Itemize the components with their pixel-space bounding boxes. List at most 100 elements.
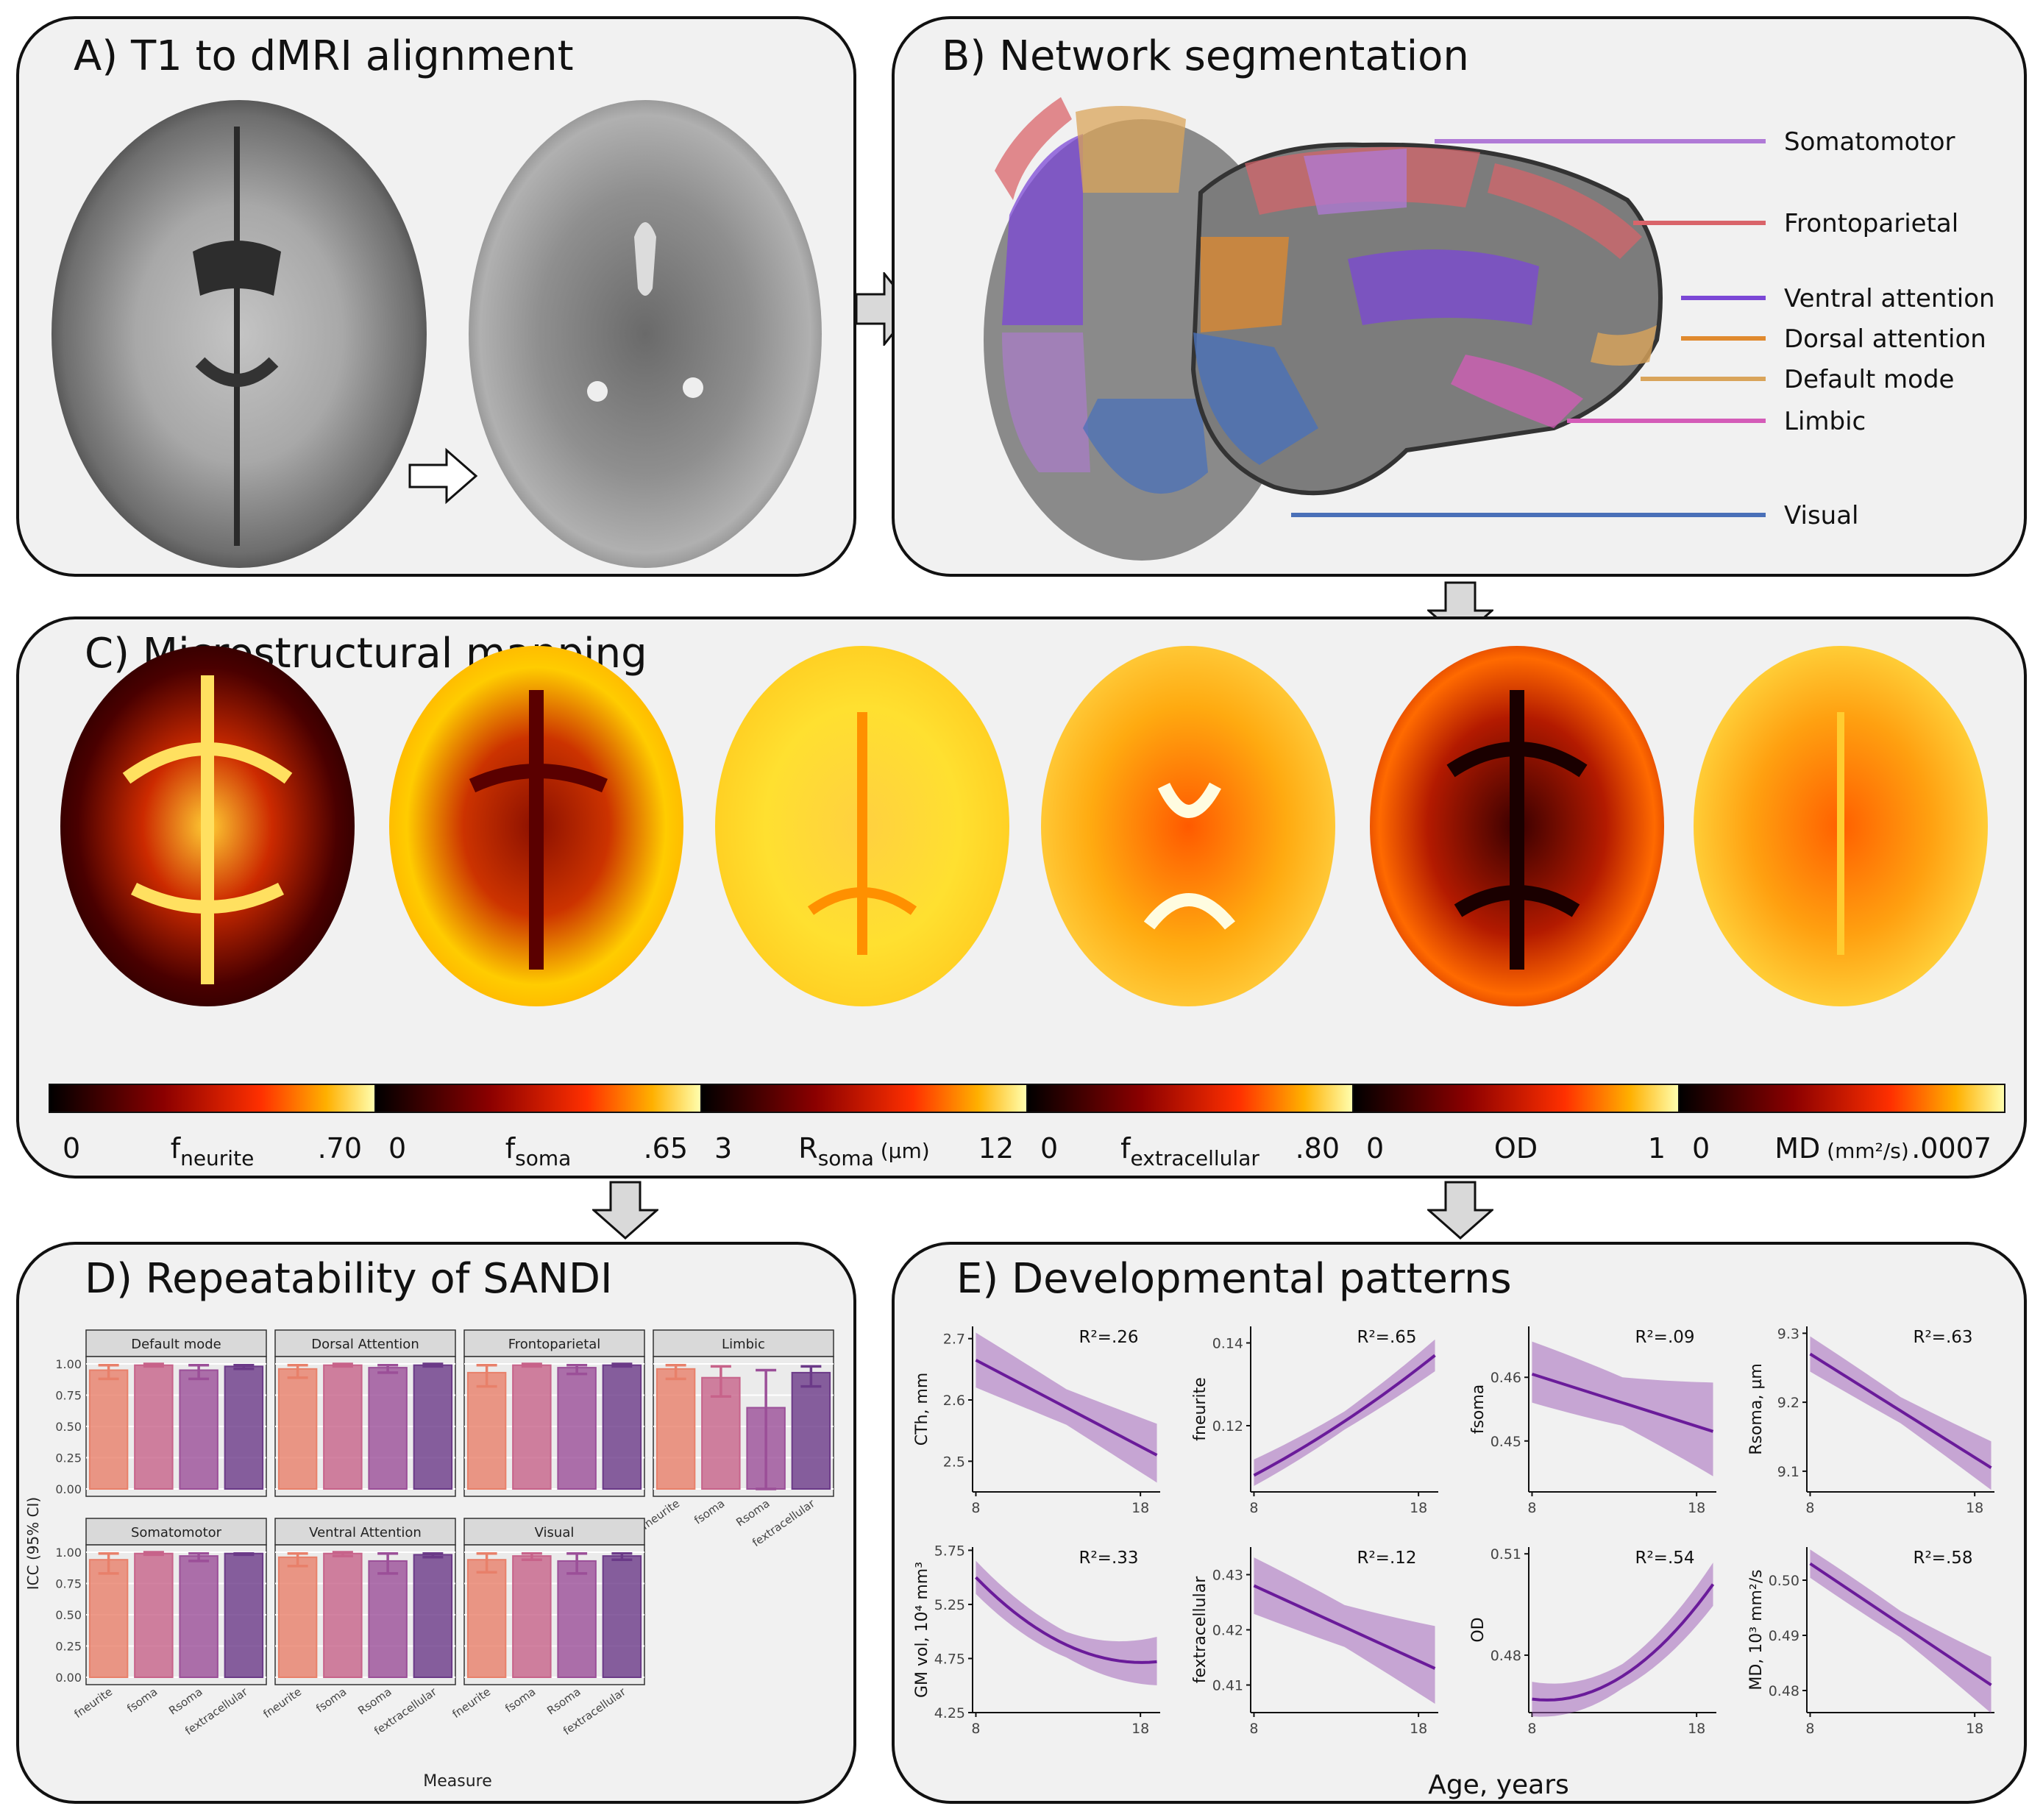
dev-ytick: 5.25	[934, 1597, 965, 1613]
dev-fit-line-6	[1532, 1583, 1715, 1702]
icc-xlabel: Measure	[423, 1772, 492, 1791]
icc-xtick: fsoma	[124, 1685, 160, 1716]
icc-bar	[602, 1555, 642, 1678]
legend-label-3: Dorsal attention	[1784, 324, 1986, 354]
dev-ytick: 4.25	[934, 1705, 965, 1721]
icc-ytick: 0.00	[55, 1671, 82, 1685]
dev-xtick: 8	[971, 1721, 980, 1737]
icc-bar	[88, 1369, 129, 1490]
arrow-c-to-e-icon	[1427, 1181, 1493, 1240]
colorbar-max-5: .0007	[1911, 1132, 1992, 1165]
dev-ytick: 0.46	[1490, 1370, 1521, 1386]
dev-xtick: 18	[1966, 1721, 1983, 1737]
colorbar-min-5: 0	[1692, 1132, 1710, 1165]
colorbar-min-4: 0	[1366, 1132, 1384, 1165]
colorbar-sub-1: soma	[515, 1146, 571, 1170]
icc-xtick: Rsoma	[733, 1497, 772, 1529]
colorbar-label-3: fextracellular	[1120, 1132, 1259, 1170]
legend-label-2: Ventral attention	[1784, 284, 1995, 313]
colorbar-min-1: 0	[388, 1132, 406, 1165]
icc-xtick: fneurite	[260, 1685, 304, 1721]
md-map	[1694, 646, 1988, 1006]
dev-xtick: 8	[1527, 1500, 1536, 1516]
dev-ytick: 2.5	[943, 1454, 965, 1470]
icc-bar	[134, 1364, 174, 1490]
icc-ytick: 0.00	[55, 1482, 82, 1496]
dev-ytick: 0.43	[1212, 1568, 1243, 1584]
dev-ytick: 0.48	[1490, 1648, 1521, 1664]
icc-xtick: fsoma	[313, 1685, 349, 1716]
dev-ci-band-6	[1532, 1563, 1713, 1717]
dev-ylabel-5: fextracellular	[1191, 1576, 1209, 1683]
microstructure-maps: 0 fneurite .70 0 fsoma .65 3 Rsoma (µm) 12 0 fextr…	[49, 646, 2005, 1170]
rsoma-map	[715, 646, 1009, 1006]
icc-xtick: fneurite	[639, 1497, 682, 1533]
colorbar-label-0: fneurite	[171, 1132, 255, 1170]
panel-b-images: Somatomotor Frontoparietal Ventral attenti…	[984, 97, 1995, 561]
arrow-c-to-d-icon	[592, 1181, 658, 1240]
dev-r2-2: R²=.09	[1635, 1328, 1694, 1347]
colorbars: 0 fneurite .70 0 fsoma .65 3 Rsoma (µm) 12 0 fextr…	[49, 1084, 2005, 1170]
panel-d-title: D) Repeatability of SANDI	[85, 1255, 613, 1303]
icc-xtick: fsoma	[502, 1685, 538, 1716]
icc-bar	[179, 1555, 218, 1678]
icc-bar	[368, 1560, 408, 1678]
dev-ylabel-0: CTh, mm	[913, 1373, 931, 1446]
icc-ytick: 1.00	[55, 1546, 82, 1560]
icc-strip-label-0: Default mode	[131, 1337, 221, 1352]
legend-label-1: Frontoparietal	[1784, 209, 1958, 238]
colorbar-label-1: fsoma	[505, 1132, 572, 1170]
dev-ytick: 0.49	[1769, 1628, 1799, 1644]
colorbar-sub-3: extracellular	[1131, 1146, 1260, 1170]
colorbar-symbol-1: f	[505, 1132, 516, 1165]
dev-ytick: 0.12	[1212, 1418, 1243, 1435]
dev-ytick: 0.45	[1490, 1434, 1521, 1450]
icc-ytick: 0.75	[55, 1389, 82, 1403]
icc-ytick: 0.25	[55, 1640, 82, 1654]
dev-xtick: 18	[1131, 1500, 1149, 1516]
icc-chart: ICC (95% CI) Measure Default mode 1.00 0.75 0…	[24, 1329, 834, 1791]
colorbar-max-0: .70	[318, 1132, 362, 1165]
panel-a-images	[51, 100, 822, 568]
colorbar-max-2: 12	[978, 1132, 1014, 1165]
icc-bar	[701, 1376, 741, 1490]
dev-ytick: 0.41	[1212, 1678, 1243, 1694]
dev-r2-5: R²=.12	[1357, 1549, 1416, 1568]
icc-strip-2	[463, 1329, 645, 1357]
dev-ytick: 5.75	[934, 1543, 965, 1559]
dev-ylabel-3: Rsoma, µm	[1747, 1363, 1766, 1455]
icc-bar	[602, 1364, 642, 1490]
legend-label-6: Visual	[1784, 501, 1859, 530]
dev-ci-band-1	[1254, 1339, 1435, 1486]
icc-strip-label-4: Somatomotor	[131, 1525, 222, 1540]
colorbar-label-4: OD	[1494, 1132, 1538, 1165]
icc-ytick: 0.50	[55, 1608, 82, 1622]
colorbar-sub-0: neurite	[180, 1146, 254, 1170]
dev-ci-band-3	[1810, 1336, 1992, 1490]
icc-bar	[413, 1554, 453, 1678]
dev-ytick: 9.2	[1777, 1395, 1799, 1411]
icc-bar	[466, 1371, 507, 1490]
dev-fit-line-1	[1253, 1354, 1436, 1477]
icc-ytick: 0.25	[55, 1451, 82, 1465]
icc-bar	[791, 1371, 831, 1490]
dev-r2-4: R²=.33	[1079, 1549, 1138, 1568]
icc-bar	[655, 1368, 696, 1490]
colorbar-2	[700, 1084, 1028, 1113]
dev-ylabel-2: fsoma	[1469, 1384, 1488, 1435]
icc-xtick: fneurite	[450, 1685, 493, 1721]
icc-strip-4	[85, 1518, 267, 1546]
dev-xtick: 18	[1688, 1721, 1705, 1737]
dev-ylabel-7: MD, 10³ mm²/s	[1747, 1569, 1766, 1690]
icc-bar	[512, 1364, 552, 1490]
colorbar-0	[49, 1084, 376, 1113]
dev-ylabel-4: GM vol, 10⁴ mm³	[913, 1562, 931, 1698]
colorbar-3	[1026, 1084, 1354, 1113]
icc-bar	[512, 1555, 552, 1678]
dev-xtick: 8	[1805, 1500, 1814, 1516]
dev-xtick: 8	[1527, 1721, 1536, 1737]
dev-ytick: 0.42	[1212, 1623, 1243, 1639]
colorbar-unit-5: (mm²/s)	[1820, 1139, 1909, 1163]
dev-xtick: 18	[1131, 1721, 1149, 1737]
dev-ytick: 2.6	[943, 1393, 965, 1409]
